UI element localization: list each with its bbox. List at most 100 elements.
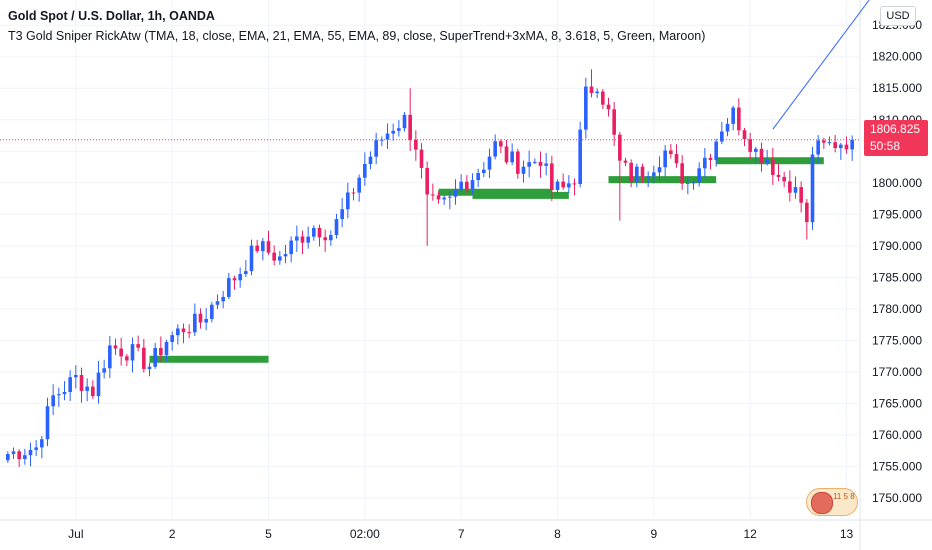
- candle-body: [402, 114, 407, 129]
- candle-body: [28, 449, 33, 456]
- candle-body: [816, 140, 820, 155]
- candle-body: [255, 245, 259, 252]
- candle-body: [346, 192, 350, 210]
- candle-body: [244, 271, 248, 275]
- candle-body: [612, 109, 616, 135]
- candle-body: [623, 160, 628, 163]
- candle-body: [533, 161, 537, 163]
- candle-body: [782, 176, 786, 182]
- candle-body: [629, 162, 633, 182]
- candle-body: [119, 348, 123, 357]
- last-price-label: 1806.825 50:58: [864, 120, 928, 156]
- y-tick-label: 1795.000: [872, 207, 922, 221]
- candle-body: [737, 107, 741, 131]
- x-tick-label: 12: [743, 527, 757, 541]
- time-axis[interactable]: Jul 2 5 02:00 7 8 9 12 13: [68, 527, 853, 541]
- candle-body: [300, 236, 305, 243]
- candle-body: [295, 236, 299, 241]
- candle-body: [289, 240, 293, 255]
- candle-body: [193, 313, 197, 333]
- candles: [6, 69, 854, 467]
- currency-button[interactable]: USD: [880, 6, 916, 26]
- flag-icon: [811, 492, 833, 514]
- candle-body: [606, 104, 611, 110]
- y-tick-label: 1815.000: [872, 81, 922, 95]
- candle-body: [720, 131, 724, 142]
- candle-body: [788, 181, 792, 193]
- candle-body: [96, 372, 101, 397]
- candle-body: [674, 154, 679, 164]
- candle-body: [397, 128, 401, 131]
- candle-body: [312, 227, 316, 237]
- candle-body: [572, 183, 577, 185]
- candle-body: [686, 182, 690, 184]
- candle-body: [844, 144, 849, 150]
- price-axis[interactable]: 1750.000 1755.000 1760.000 1765.000 1770.000…: [872, 18, 922, 505]
- candle-body: [680, 163, 684, 184]
- candle-body: [544, 163, 548, 166]
- candle-body: [810, 154, 815, 223]
- y-tick-label: 1800.000: [872, 176, 922, 190]
- candle-body: [130, 344, 135, 361]
- candle-body: [204, 318, 208, 323]
- candle-body: [17, 451, 21, 460]
- y-tick-label: 1750.000: [872, 491, 922, 505]
- candle-body: [125, 356, 129, 361]
- y-tick-label: 1785.000: [872, 270, 922, 284]
- candle-body: [850, 139, 854, 150]
- candle-body: [368, 156, 373, 164]
- candle-body: [589, 86, 594, 93]
- candle-body: [431, 194, 435, 196]
- candle-body: [748, 139, 752, 152]
- indicator-legend[interactable]: T3 Gold Sniper RickAtw (TMA, 18, close, …: [8, 29, 706, 43]
- candle-body: [227, 278, 231, 297]
- candle-body: [742, 130, 747, 140]
- candle-body: [833, 142, 837, 149]
- x-tick-label: 13: [840, 527, 854, 541]
- candle-body: [550, 163, 554, 190]
- candle-body: [187, 332, 191, 334]
- candle-body: [278, 256, 282, 261]
- candle-body: [601, 91, 605, 105]
- candle-body: [68, 377, 72, 392]
- candle-body: [85, 386, 89, 391]
- candle-body: [765, 159, 769, 163]
- candle-body: [714, 141, 718, 161]
- candle-body: [425, 167, 429, 195]
- candle-body: [334, 219, 339, 235]
- candle-body: [465, 181, 469, 190]
- candle-body: [691, 182, 696, 184]
- candle-body: [181, 328, 186, 333]
- symbol-title[interactable]: Gold Spot / U.S. Dollar, 1h, OANDA: [8, 9, 215, 23]
- candle-body: [34, 447, 38, 450]
- candle-body: [357, 177, 361, 193]
- x-tick-label: 8: [554, 527, 561, 541]
- candle-body: [266, 241, 271, 253]
- candle-body: [493, 141, 497, 157]
- candle-body: [669, 150, 673, 155]
- candle-body: [793, 187, 798, 193]
- candle-body: [646, 176, 650, 178]
- y-tick-label: 1755.000: [872, 459, 922, 473]
- candle-body: [771, 159, 775, 175]
- candle-body: [317, 227, 322, 238]
- candle-body: [159, 347, 163, 356]
- candle-body: [538, 161, 543, 166]
- candle-body: [725, 123, 730, 132]
- candle-body: [272, 252, 276, 261]
- candle-body: [232, 278, 237, 281]
- support-zones: [149, 157, 824, 363]
- y-tick-label: 1760.000: [872, 428, 922, 442]
- us-flag-badge[interactable]: 11 5 8: [806, 488, 858, 516]
- candle-body: [238, 274, 242, 281]
- support-zone: [472, 191, 569, 199]
- candle-body: [11, 451, 16, 455]
- candle-body: [374, 140, 378, 157]
- candle-body: [584, 86, 588, 130]
- candle-body: [453, 189, 458, 197]
- candle-body: [176, 328, 180, 336]
- candle-body: [822, 140, 826, 143]
- candle-body: [759, 148, 764, 163]
